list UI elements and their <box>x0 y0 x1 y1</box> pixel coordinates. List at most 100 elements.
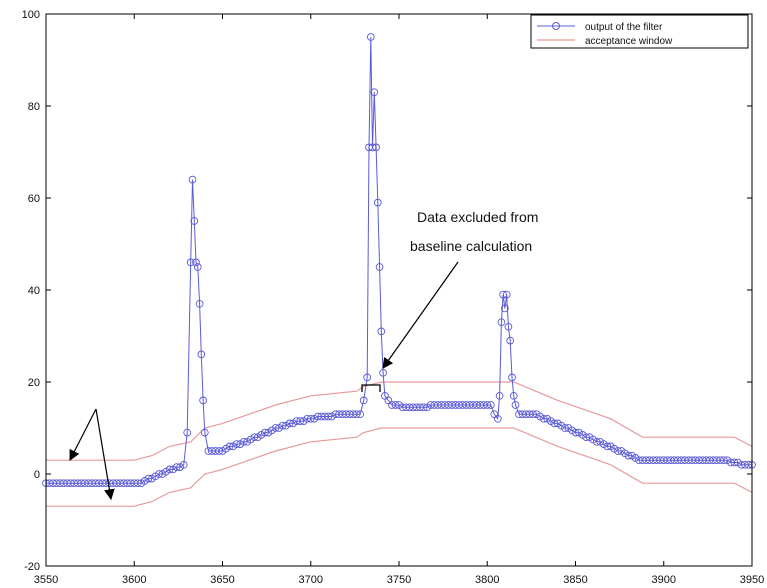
y-tick-label: 80 <box>28 101 40 113</box>
plot-content <box>42 33 756 507</box>
x-tick-label: 3550 <box>34 574 58 586</box>
excluded-data-bracket <box>361 384 381 392</box>
filter-output-point <box>324 412 333 421</box>
filter-output-point <box>391 401 400 409</box>
legend-label-window: acceptance window <box>585 36 673 47</box>
y-tick-label: 60 <box>28 193 40 205</box>
x-tick-label: 3650 <box>210 574 234 586</box>
filter-output-point <box>366 33 375 41</box>
axis-ticks: 3550 3600 3650 3700 3750 3800 3850 3900 3950 -20 0… <box>22 9 765 586</box>
filter-output-point <box>504 322 513 331</box>
filter-output-point <box>183 428 192 437</box>
filter-output-point <box>501 304 509 313</box>
filter-output-point <box>419 403 428 412</box>
legend: output of the filter acceptance window <box>530 14 749 49</box>
y-tick-label: 100 <box>22 9 40 21</box>
left-arrow-down <box>95 408 115 501</box>
y-tick-label: 20 <box>28 377 40 389</box>
filter-output-point <box>730 458 739 467</box>
y-tick-label: 40 <box>28 285 40 297</box>
filter-output-point <box>199 396 207 405</box>
filter-output-point <box>239 437 248 446</box>
filter-output-point <box>561 424 569 432</box>
filter-output-point <box>133 479 142 488</box>
filter-output-point <box>370 88 379 97</box>
acceptance-window-upper-line <box>46 381 753 461</box>
filter-output-point <box>375 263 384 271</box>
filter-output-point <box>278 421 287 430</box>
filter-output-point <box>193 263 202 271</box>
filter-output-point <box>352 410 361 419</box>
filter-output-point <box>509 391 518 400</box>
y-tick-label: 0 <box>34 469 40 481</box>
filter-output-point <box>379 368 387 377</box>
filter-output-point <box>719 456 728 465</box>
filter-output-point <box>486 401 495 409</box>
filter-output-point <box>571 428 580 437</box>
filter-output-point <box>592 437 601 446</box>
filter-output-point <box>232 440 241 448</box>
filter-output-point <box>195 299 204 308</box>
filter-output-point <box>483 401 492 409</box>
filter-output-point <box>511 401 520 409</box>
filter-output-point <box>188 175 197 184</box>
annotation-line-1: Data excluded from <box>417 209 538 225</box>
x-tick-label: 3950 <box>740 574 764 586</box>
filter-output-point <box>539 414 548 423</box>
filter-output-point <box>165 465 174 474</box>
filter-output-point <box>603 442 612 451</box>
filter-output-point <box>368 143 377 152</box>
left-arrow-up <box>69 408 97 461</box>
x-tick-label: 3850 <box>563 574 587 586</box>
filter-output-point <box>372 143 380 152</box>
filter-output-point <box>550 419 559 428</box>
x-tick-label: 3800 <box>475 574 499 586</box>
acceptance-window-lower-line <box>46 427 753 507</box>
filter-output-point <box>359 396 368 405</box>
filter-output-point <box>296 417 305 425</box>
filter-output-point <box>144 474 153 483</box>
filter-output-point <box>495 391 504 400</box>
filter-output-point <box>200 428 209 437</box>
filter-output-point <box>172 463 181 471</box>
x-tick-label: 3900 <box>652 574 676 586</box>
filter-output-point <box>271 424 280 432</box>
filter-output-point <box>529 410 537 419</box>
filter-output-point <box>493 414 502 423</box>
filter-output-line <box>46 36 752 484</box>
filter-output-point <box>502 290 511 299</box>
y-tick-label: -20 <box>24 561 40 573</box>
filter-output-point <box>179 460 188 469</box>
filter-output-point <box>624 451 633 460</box>
filter-output-point <box>363 373 372 382</box>
annotation-line-2: baseline calculation <box>410 238 532 254</box>
filter-output-point <box>250 433 259 442</box>
filter-output-point <box>192 258 200 267</box>
filter-output-point <box>215 447 223 455</box>
filter-output-point <box>306 414 315 423</box>
filter-output-point <box>582 433 590 442</box>
legend-marker-filter <box>552 22 560 30</box>
legend-box <box>530 14 749 49</box>
x-tick-label: 3600 <box>122 574 146 586</box>
x-tick-label: 3700 <box>299 574 323 586</box>
filter-output-point <box>377 327 386 336</box>
filter-output-point <box>190 217 199 225</box>
filter-output-point <box>186 258 195 267</box>
filter-output-point <box>497 318 506 327</box>
filter-output-point <box>225 442 234 451</box>
filter-output-point <box>356 410 365 419</box>
filter-output-point <box>197 350 206 359</box>
filter-output-point <box>614 447 622 455</box>
filter-output-point <box>499 290 507 299</box>
filter-output-point <box>508 373 516 382</box>
annotation-arrow <box>382 261 459 369</box>
filter-output-point <box>155 470 163 478</box>
filter-output-point <box>506 336 515 345</box>
legend-label-filter: output of the filter <box>585 22 663 33</box>
filter-output-point <box>373 198 382 207</box>
filter-output-point <box>261 428 269 437</box>
filter-output-point <box>285 419 294 428</box>
x-tick-label: 3750 <box>387 574 411 586</box>
